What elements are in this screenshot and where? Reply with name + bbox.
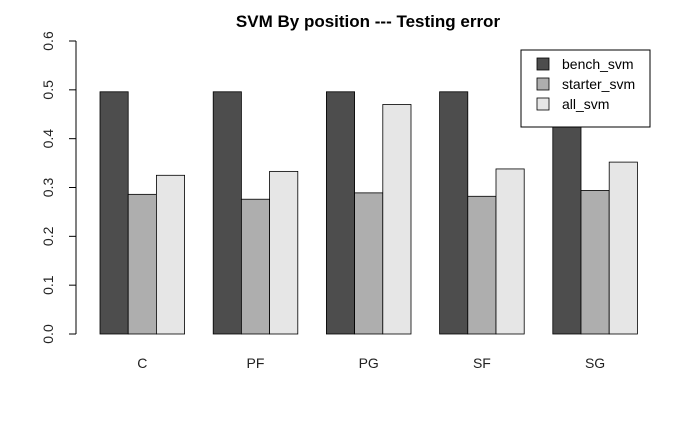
legend-label: all_svm xyxy=(562,96,609,112)
x-category-label: PF xyxy=(247,355,265,371)
legend-swatch xyxy=(536,77,550,91)
y-tick-label: 0.0 xyxy=(40,324,56,344)
y-axis: 0.0 0.1 0.2 0.3 0.4 0.5 0.6 xyxy=(40,31,77,344)
x-category-label: SG xyxy=(585,355,605,371)
y-tick-label: 0.5 xyxy=(40,80,56,100)
bar-all_svm-PF xyxy=(269,170,299,335)
bar-all_svm-SF xyxy=(495,168,525,335)
bar-bench_svm-SF xyxy=(439,91,469,335)
y-tick-label: 0.6 xyxy=(40,31,56,51)
y-tick-label: 0.1 xyxy=(40,275,56,295)
x-category-label: PG xyxy=(359,355,379,371)
bar-all_svm-PG xyxy=(382,104,412,335)
x-category-label: C xyxy=(137,355,147,371)
bar-bench_svm-PF xyxy=(212,91,242,335)
y-tick-label: 0.4 xyxy=(40,129,56,149)
bars-group xyxy=(99,91,638,335)
legend-label: starter_svm xyxy=(562,76,635,92)
y-tick-label: 0.2 xyxy=(40,226,56,246)
bar-starter_svm-SG xyxy=(580,190,610,335)
bar-bench_svm-PG xyxy=(325,91,355,335)
legend-swatch xyxy=(536,97,550,111)
bar-all_svm-SG xyxy=(608,161,638,335)
legend-swatch xyxy=(536,57,550,71)
bar-bench_svm-C xyxy=(99,91,129,335)
chart-title: SVM By position --- Testing error xyxy=(236,12,501,31)
bar-starter_svm-PG xyxy=(354,192,384,335)
x-category-label: SF xyxy=(473,355,491,371)
bar-starter_svm-SF xyxy=(467,195,497,335)
bar-starter_svm-C xyxy=(127,193,157,335)
legend: bench_svm starter_svm all_svm xyxy=(520,49,651,128)
legend-label: bench_svm xyxy=(562,56,634,72)
bar-bench_svm-SG xyxy=(552,121,582,335)
bar-starter_svm-PF xyxy=(240,198,270,335)
x-axis-labels: C PF PG SF SG xyxy=(137,355,605,371)
bar-all_svm-C xyxy=(155,174,185,335)
y-tick-label: 0.3 xyxy=(40,178,56,198)
